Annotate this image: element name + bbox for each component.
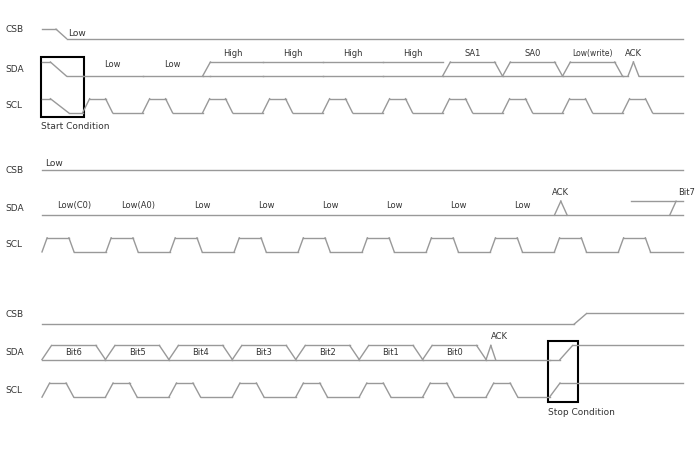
Text: Bit7: Bit7 [678, 188, 695, 197]
Text: SDA: SDA [6, 348, 25, 357]
Bar [41, 57, 84, 117]
Text: Bit6: Bit6 [65, 348, 82, 357]
Text: Low: Low [69, 29, 86, 39]
Text: Low: Low [194, 201, 211, 211]
Text: Low(A0): Low(A0) [121, 201, 155, 211]
Text: Bit0: Bit0 [446, 348, 463, 357]
Text: Start Condition: Start Condition [41, 122, 109, 132]
Text: Low: Low [450, 201, 467, 211]
Text: SDA: SDA [6, 64, 25, 74]
Text: Bit1: Bit1 [382, 348, 399, 357]
Text: High: High [343, 49, 363, 58]
Text: Low(write): Low(write) [573, 49, 612, 58]
Text: Low: Low [104, 60, 121, 70]
Text: Low: Low [258, 201, 274, 211]
Text: CSB: CSB [6, 165, 24, 175]
Text: SCL: SCL [6, 385, 22, 395]
Text: ACK: ACK [552, 188, 569, 197]
Text: SCL: SCL [6, 240, 22, 250]
Text: SA1: SA1 [464, 49, 481, 58]
Text: SA0: SA0 [524, 49, 540, 58]
Text: High: High [402, 49, 422, 58]
Text: High: High [223, 49, 242, 58]
Text: Low: Low [46, 158, 63, 168]
Text: ACK: ACK [491, 332, 508, 342]
Text: SDA: SDA [6, 204, 25, 213]
Text: SCL: SCL [6, 101, 22, 110]
Text: Low: Low [514, 201, 531, 211]
Text: High: High [283, 49, 302, 58]
Text: Low: Low [164, 60, 181, 70]
Text: Low: Low [386, 201, 402, 211]
Text: Stop Condition: Stop Condition [548, 407, 615, 417]
Text: Bit3: Bit3 [256, 348, 272, 357]
Text: Low: Low [322, 201, 339, 211]
Text: ACK: ACK [625, 49, 642, 58]
Text: CSB: CSB [6, 24, 24, 34]
Text: Bit5: Bit5 [129, 348, 146, 357]
Bar [548, 341, 578, 402]
Text: Low(C0): Low(C0) [57, 201, 91, 211]
Text: CSB: CSB [6, 310, 24, 320]
Text: Bit2: Bit2 [319, 348, 336, 357]
Text: Bit4: Bit4 [193, 348, 209, 357]
